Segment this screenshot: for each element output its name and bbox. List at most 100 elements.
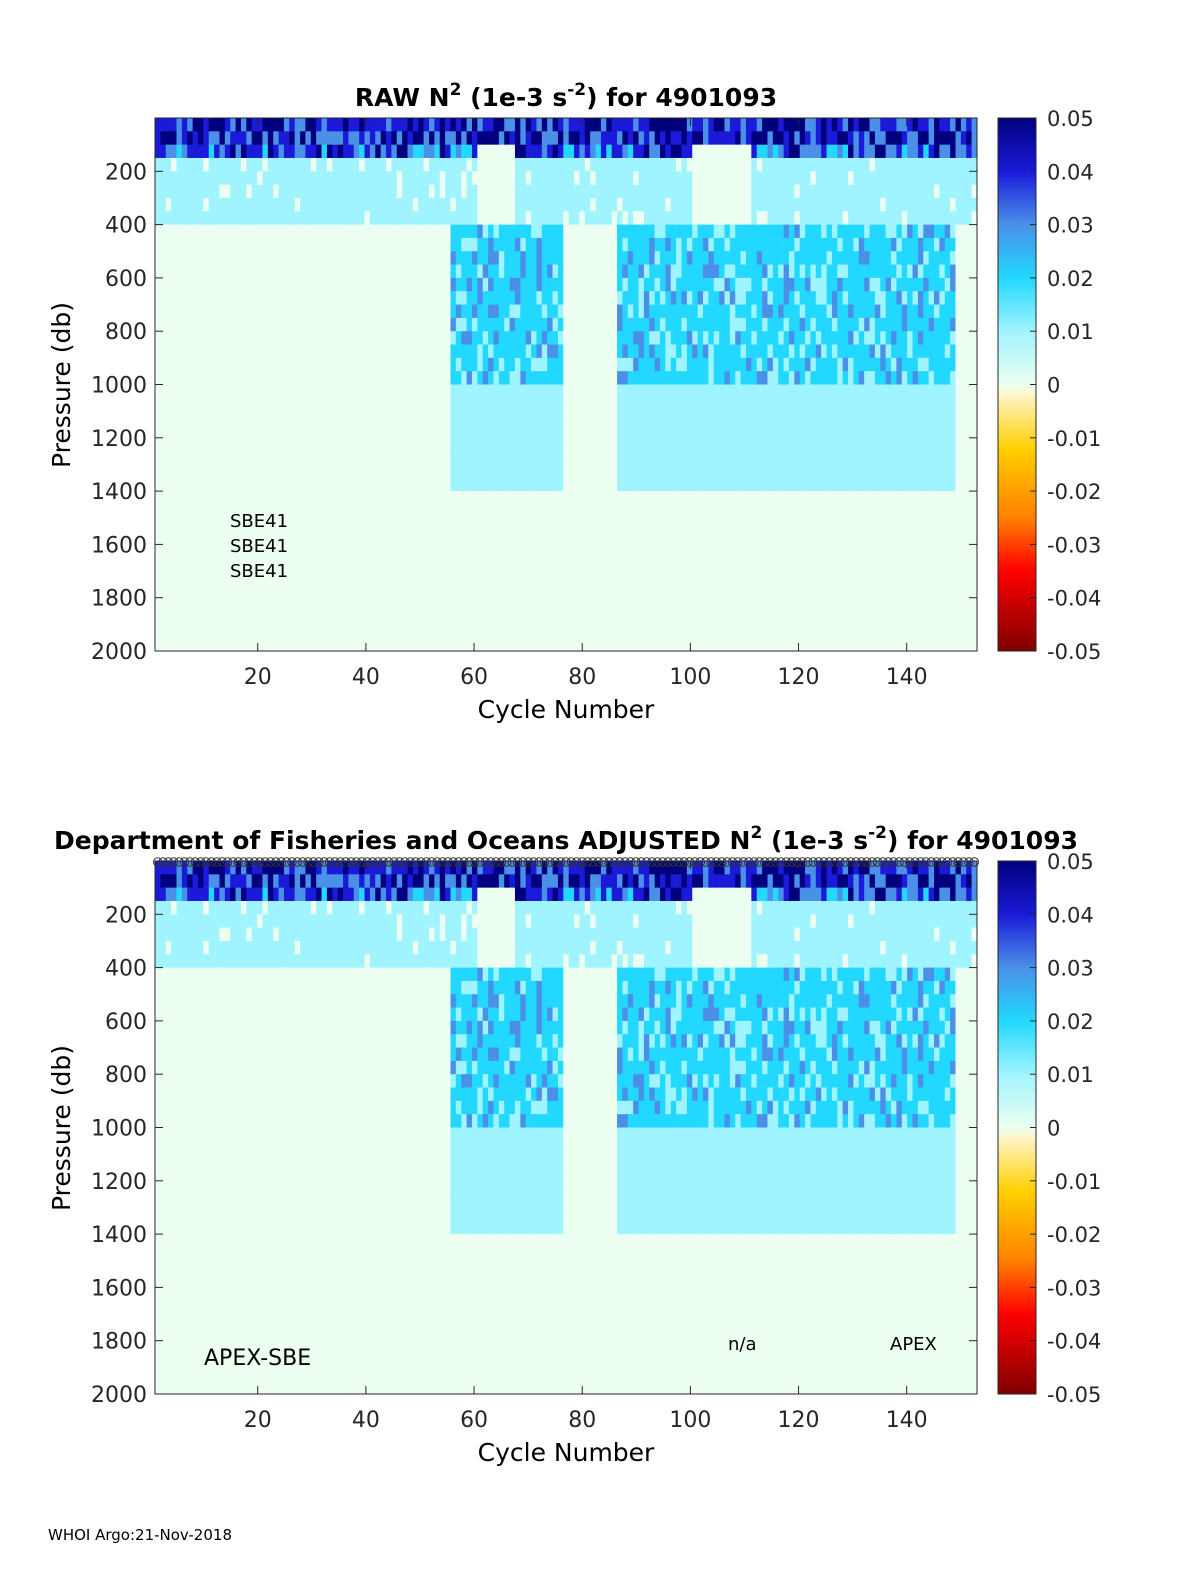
heatmap-cell: [402, 411, 408, 425]
heatmap-cell: [348, 131, 355, 145]
heatmap-cell: [600, 584, 607, 599]
heatmap-cell: [536, 464, 543, 479]
heatmap-cell: [466, 557, 473, 572]
heatmap-cell: [692, 437, 698, 452]
heatmap-cell: [278, 144, 285, 159]
heatmap-cell: [767, 224, 774, 239]
heatmap-cell: [402, 237, 408, 252]
heatmap-cell: [278, 131, 285, 145]
heatmap-cell: [176, 224, 183, 239]
heatmap-cell: [762, 304, 768, 319]
heatmap-cell: [283, 424, 290, 439]
heatmap-cell: [208, 411, 215, 425]
heatmap-cell: [262, 491, 269, 505]
heatmap-cell: [310, 624, 317, 638]
heatmap-cell: [235, 197, 242, 212]
heatmap-cell: [617, 384, 623, 399]
heatmap-cell: [450, 371, 457, 385]
heatmap-cell: [514, 437, 521, 452]
heatmap-cell: [386, 477, 392, 492]
heatmap-cell: [423, 291, 430, 305]
heatmap-cell: [332, 477, 338, 492]
heatmap-cell: [289, 251, 295, 265]
heatmap-cell: [498, 624, 505, 638]
heatmap-cell: [681, 557, 688, 572]
heatmap-cell: [402, 184, 408, 199]
heatmap-cell: [649, 584, 655, 599]
heatmap-cell: [498, 451, 505, 465]
heatmap-cell: [713, 571, 720, 585]
heatmap-cell: [364, 211, 371, 225]
heatmap-cell: [466, 331, 473, 345]
heatmap-cell: [531, 118, 537, 132]
heatmap-cell: [187, 118, 193, 132]
heatmap-cell: [805, 397, 811, 412]
heatmap-cell: [386, 184, 392, 199]
heatmap-cell: [402, 557, 408, 572]
heatmap-cell: [783, 477, 790, 492]
heatmap-cell: [214, 424, 220, 439]
heatmap-cell: [574, 131, 580, 145]
heatmap-cell: [756, 197, 763, 212]
heatmap-cell: [697, 331, 704, 345]
heatmap-cell: [724, 557, 731, 572]
heatmap-cell: [326, 464, 333, 479]
heatmap-cell: [493, 291, 500, 305]
heatmap-cell: [310, 411, 317, 425]
heatmap-cell: [219, 171, 226, 185]
heatmap-cell: [391, 637, 398, 652]
heatmap-cell: [509, 531, 516, 545]
heatmap-cell: [617, 544, 623, 559]
heatmap-cell: [257, 411, 263, 425]
heatmap-cell: [729, 304, 736, 319]
heatmap-cell: [740, 557, 747, 572]
heatmap-cell: [455, 331, 462, 345]
heatmap-cell: [676, 371, 682, 385]
heatmap-cell: [402, 451, 408, 465]
heatmap-cell: [251, 411, 258, 425]
heatmap-cell: [498, 184, 505, 199]
heatmap-cell: [359, 611, 365, 625]
heatmap-cell: [498, 571, 505, 585]
heatmap-cell: [681, 291, 688, 305]
heatmap-cell: [305, 197, 312, 212]
heatmap-cell: [192, 544, 199, 559]
heatmap-cell: [622, 144, 629, 159]
heatmap-cell: [364, 171, 371, 185]
heatmap-cell: [493, 584, 500, 599]
heatmap-cell: [643, 584, 650, 599]
heatmap-cell: [321, 331, 328, 345]
heatmap-cell: [407, 251, 414, 265]
heatmap-cell: [520, 571, 526, 585]
heatmap-cell: [493, 357, 500, 372]
heatmap-cell: [772, 331, 779, 345]
heatmap-cell: [740, 584, 747, 599]
heatmap-cell: [273, 197, 279, 212]
heatmap-cell: [326, 411, 333, 425]
heatmap-cell: [461, 144, 467, 159]
heatmap-cell: [541, 344, 548, 359]
heatmap-cell: [267, 251, 274, 265]
heatmap-cell: [369, 477, 376, 492]
heatmap-cell: [353, 637, 360, 652]
heatmap-cell: [756, 531, 763, 545]
heatmap-cell: [386, 491, 392, 505]
heatmap-cell: [799, 317, 806, 332]
heatmap-cell: [192, 477, 199, 492]
heatmap-cell: [450, 304, 457, 319]
heatmap-cell: [681, 437, 688, 452]
heatmap-cell: [686, 331, 693, 345]
heatmap-cell: [471, 291, 478, 305]
heatmap-cell: [283, 317, 290, 332]
heatmap-cell: [326, 557, 333, 572]
heatmap-cell: [289, 424, 295, 439]
heatmap-cell: [719, 571, 725, 585]
heatmap-cell: [230, 371, 236, 385]
heatmap-cell: [181, 291, 188, 305]
heatmap-cell: [579, 171, 586, 185]
heatmap-cell: [294, 504, 301, 519]
heatmap-cell: [783, 237, 790, 252]
heatmap-cell: [713, 504, 720, 519]
heatmap-cell: [498, 597, 505, 612]
heatmap-cell: [552, 531, 559, 545]
